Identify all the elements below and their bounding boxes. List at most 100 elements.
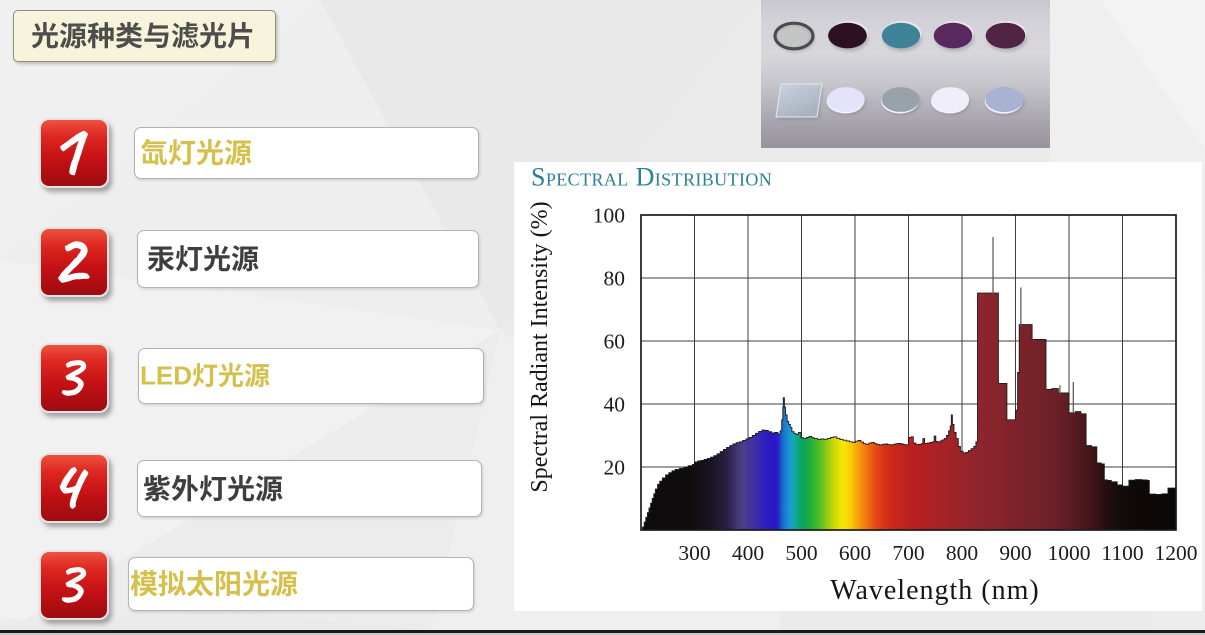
decor-path — [59, 467, 89, 509]
slide-title-box — [13, 10, 276, 62]
filter-plum — [985, 22, 1026, 49]
svg: LED — [140, 361, 270, 391]
filter-lavender-white — [827, 87, 865, 112]
y-tick-label: 100 — [593, 204, 625, 228]
svg — [147, 245, 259, 272]
decor-path — [175, 245, 203, 272]
svg — [58, 241, 90, 283]
decor-path — [244, 363, 270, 388]
bottom-rule — [0, 630, 1205, 633]
filter-gray-blue — [881, 87, 920, 112]
x-tick-label: 1000 — [1048, 541, 1091, 565]
decor-path — [216, 570, 240, 597]
chart-title: Spectral Distribution — [531, 163, 772, 192]
filter-purple — [933, 22, 973, 49]
item-number — [41, 120, 107, 186]
decor-path — [171, 21, 199, 49]
item-number — [41, 229, 107, 295]
decor-path — [199, 21, 227, 49]
item-label — [140, 137, 252, 169]
spectral-chart: Spectral Distribution 20 40 60 80 100 300 400 50… — [527, 163, 1198, 607]
item-label-box — [137, 460, 482, 517]
decor-path — [270, 570, 298, 597]
item-label — [143, 473, 283, 505]
decor-path — [242, 570, 270, 597]
decor-ellipse — [777, 27, 810, 47]
decor-path — [168, 139, 196, 166]
item-number-badge — [39, 550, 109, 620]
item-number-badge — [39, 227, 109, 297]
decor-path — [147, 246, 175, 272]
x-tick-label: 600 — [839, 541, 871, 565]
x-tick-label: 500 — [785, 541, 817, 565]
decor-polygon — [0, 612, 470, 635]
decor-path — [224, 139, 252, 166]
decor-path — [115, 22, 143, 49]
filter-teal — [881, 22, 921, 49]
decor-path — [60, 130, 88, 176]
decor-path — [143, 474, 170, 501]
svg — [61, 567, 87, 603]
y-tick-label: 40 — [604, 393, 626, 417]
svg — [31, 21, 253, 49]
decor-path — [171, 474, 199, 501]
item-label-box: LED — [138, 348, 484, 404]
y-tick-label: 60 — [604, 330, 626, 354]
decor-path — [227, 474, 255, 501]
decor-path — [192, 363, 218, 388]
chart-panel: Spectral Distribution 20 40 60 80 100 300 400 50… — [514, 162, 1202, 611]
svg — [130, 570, 298, 597]
decor-path — [130, 570, 158, 597]
x-tick-label: 900 — [999, 541, 1031, 565]
svg — [59, 467, 89, 509]
item-number-badge — [39, 453, 109, 523]
item-label-box — [137, 230, 479, 288]
svg — [60, 130, 88, 176]
decor-path — [231, 245, 259, 272]
x-tick-label: 1100 — [1101, 541, 1143, 565]
decor-path — [255, 474, 283, 501]
item-label-box — [128, 557, 474, 611]
bottom-strip — [0, 632, 1205, 635]
item-number-badge — [39, 343, 109, 413]
decor-path — [158, 570, 186, 597]
item-label-box — [134, 127, 479, 179]
decor-path — [61, 360, 87, 396]
decor-path — [199, 474, 227, 501]
x-tick-label: 1200 — [1155, 541, 1198, 565]
decor-text: LED — [140, 361, 192, 391]
y-axis-title: Spectral Radiant Intensity (%) — [527, 201, 553, 492]
plot-frame — [640, 214, 1177, 531]
x-tick-label: 800 — [946, 541, 978, 565]
item-number — [41, 345, 107, 411]
x-tick-label: 300 — [678, 541, 710, 565]
filter-periwinkle — [985, 86, 1024, 113]
svg — [143, 474, 283, 501]
decor-path — [59, 22, 87, 49]
item-label: LED — [140, 361, 270, 391]
decor-path — [140, 138, 168, 166]
filter-square-glass — [775, 83, 823, 118]
filter-white — [931, 87, 970, 112]
decor-path — [196, 139, 224, 166]
decor-path — [58, 241, 90, 283]
x-axis-title: Wavelength (nm) — [830, 575, 1039, 606]
slide-title — [31, 20, 255, 52]
svg — [61, 360, 87, 396]
decor-path — [203, 245, 231, 272]
decor-path — [144, 22, 169, 48]
x-tick-label: 700 — [892, 541, 924, 565]
decor-path — [87, 22, 114, 49]
decor-path — [186, 570, 214, 597]
item-number — [41, 455, 107, 521]
svg — [140, 138, 252, 166]
decor-path — [227, 22, 253, 49]
item-label — [130, 568, 298, 600]
decor-path — [218, 362, 244, 388]
filters-photo — [761, 0, 1050, 148]
decor-path — [61, 567, 87, 603]
y-tick-label: 80 — [604, 267, 626, 291]
item-number-badge — [39, 118, 109, 188]
x-tick-label: 400 — [732, 541, 764, 565]
